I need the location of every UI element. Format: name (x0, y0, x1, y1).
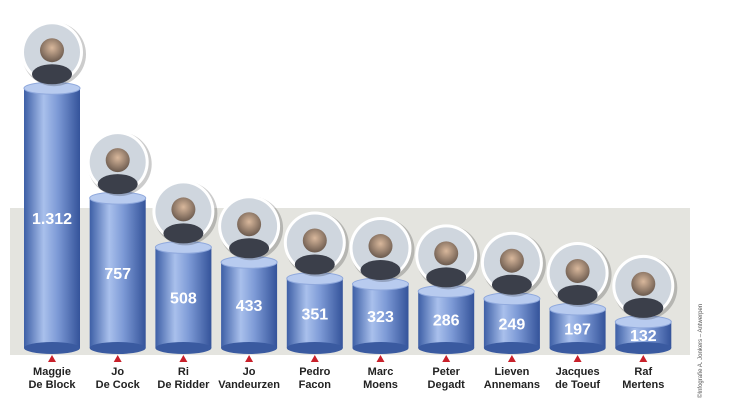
category-label: Pedro Facon (298, 366, 331, 391)
value-label: 1.312 (32, 211, 72, 228)
marker (48, 355, 56, 362)
portrait-face (368, 234, 393, 259)
bar (286, 278, 343, 348)
bar-bottom (615, 342, 672, 354)
value-label: 351 (301, 306, 328, 323)
category-label: Jo De Cock (95, 366, 140, 391)
bar-group: 433 (218, 195, 284, 354)
portrait-face (171, 197, 196, 222)
marker (113, 355, 122, 362)
bar-bottom (221, 342, 278, 354)
bar (483, 298, 540, 348)
marker (245, 355, 254, 362)
portrait-face (237, 212, 262, 237)
bar (549, 308, 606, 348)
portrait-body (426, 267, 467, 288)
category-label: Marc Moens (363, 366, 398, 391)
bar-group: 757 (86, 131, 152, 354)
value-label: 508 (170, 291, 197, 308)
marker (507, 355, 516, 362)
portrait-body (229, 238, 270, 259)
portrait-body (163, 223, 204, 244)
category-label: Maggie De Block (28, 366, 76, 391)
category-label: Ri De Ridder (157, 366, 210, 391)
bar-group: 197 (546, 241, 612, 354)
bar-bottom (549, 342, 606, 354)
category-label: Jo Vandeurzen (218, 366, 280, 391)
category-label: Jacques de Toeuf (555, 366, 601, 391)
bar (221, 262, 278, 348)
value-label: 323 (367, 309, 394, 326)
category-label: Peter Degadt (427, 366, 465, 391)
bar-bottom (155, 342, 212, 354)
value-label: 757 (104, 266, 131, 283)
value-label: 249 (499, 316, 526, 333)
value-label: 132 (630, 328, 657, 345)
bar-group: 249 (480, 231, 546, 354)
bar (89, 198, 146, 348)
bar-group: 286 (415, 224, 481, 354)
bar-group: 323 (349, 217, 415, 354)
bar (24, 88, 80, 348)
bar (155, 247, 212, 348)
bar (418, 291, 475, 348)
bar-bottom (418, 342, 475, 354)
bar-group: 1.312 (21, 21, 86, 354)
marker (639, 355, 648, 362)
portrait-face (105, 148, 130, 173)
marker (310, 355, 319, 362)
bar-bottom (352, 342, 409, 354)
credit: ©Infografie A. Jonkers – Antwerpen (698, 303, 704, 398)
bar-group: 132 (612, 254, 678, 354)
portrait-face (302, 228, 327, 253)
bar-bottom (89, 342, 146, 354)
bar-group: 508 (152, 180, 218, 354)
portrait-body (623, 297, 664, 318)
marker (573, 355, 582, 362)
marker (179, 355, 188, 362)
value-label: 433 (236, 298, 263, 315)
bar-bottom (483, 342, 540, 354)
value-label: 286 (433, 313, 460, 330)
portrait-body (557, 284, 598, 305)
portrait-body (32, 64, 72, 85)
portrait-face (565, 258, 590, 283)
portrait-face (631, 271, 656, 296)
portrait-face (40, 38, 64, 63)
bar-bottom (24, 342, 80, 354)
portrait-body (360, 260, 401, 281)
marker (376, 355, 385, 362)
bar (352, 284, 409, 348)
category-label: Lieven Annemans (483, 366, 541, 391)
portrait-face (499, 248, 524, 273)
portrait-body (294, 254, 335, 275)
portrait-body (491, 274, 532, 295)
portrait-face (434, 241, 459, 266)
bar-bottom (286, 342, 343, 354)
portrait-body (97, 174, 138, 195)
marker (442, 355, 451, 362)
category-label: Raf Mertens (622, 366, 665, 391)
value-label: 197 (564, 321, 591, 338)
bar-group: 351 (283, 211, 349, 354)
